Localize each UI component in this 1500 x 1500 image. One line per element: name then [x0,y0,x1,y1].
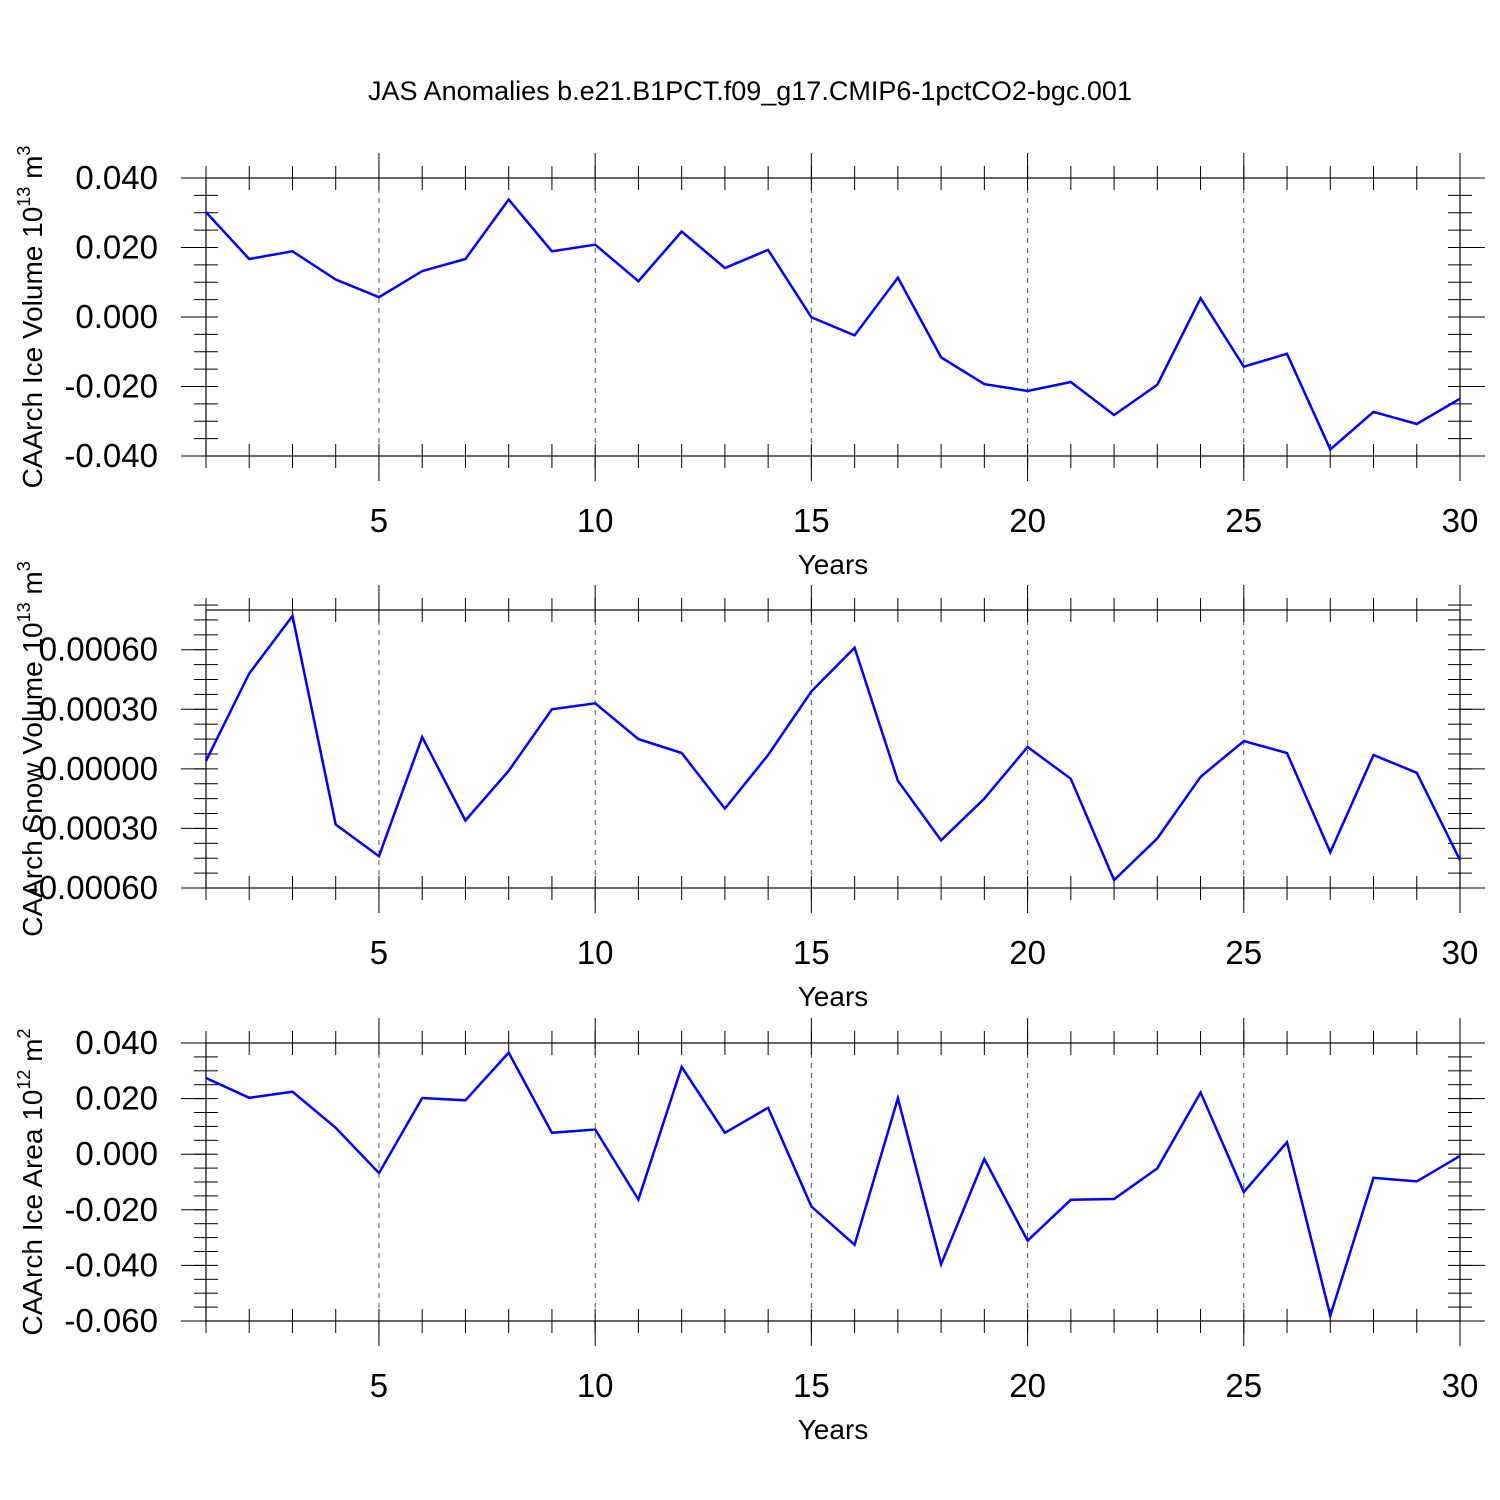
y-axis-title-unit-exponent: 2 [14,1028,34,1038]
figure-title: JAS Anomalies b.e21.B1PCT.f09_g17.CMIP6-… [368,76,1132,106]
y-tick-label: 0.040 [75,1024,158,1061]
x-tick-label: 30 [1442,1367,1479,1404]
y-tick-label: -0.00060 [28,869,158,906]
y-tick-label: -0.040 [64,1246,158,1283]
x-tick-label: 15 [793,1367,830,1404]
y-axis-title-exponent: 13 [14,187,34,207]
x-tick-label: 5 [370,934,388,971]
y-tick-label: 0.00060 [39,631,158,668]
x-tick-label: 20 [1009,1367,1046,1404]
x-tick-label: 5 [370,502,388,539]
x-tick-label: 20 [1009,934,1046,971]
y-axis-title-unit-exponent: 3 [14,561,34,571]
y-tick-label: -0.020 [64,368,158,405]
y-axis-title: CAArch Ice Volume 1013 m3 [14,146,48,489]
panel-ice-volume: -0.040 -0.020 0.000 0.020 0.040 5 10 15 20 25 30 Ye… [14,146,1485,580]
x-tick-label: 10 [577,934,614,971]
y-tick-label: -0.00030 [28,809,158,846]
y-tick-label: -0.020 [64,1191,158,1228]
y-axis-title-unit-exponent: 3 [14,146,34,156]
series-line [205,1050,1461,1321]
x-tick-label: 25 [1225,1367,1262,1404]
x-tick-label: 10 [577,502,614,539]
y-tick-label: 0.00030 [39,690,158,727]
y-axis-title-main: CAArch Ice Area 10 [17,1090,48,1336]
y-tick-label: 0.040 [75,159,158,196]
y-axis-title: CAArch Ice Area 1012 m2 [14,1028,48,1335]
y-axis-title-unit: m [17,156,48,187]
y-tick-label: 0.020 [75,1080,158,1117]
x-tick-label: 30 [1442,934,1479,971]
y-axis-title-exponent: 13 [14,602,34,622]
y-tick-label: -0.060 [64,1302,158,1339]
x-tick-label: 5 [370,1367,388,1404]
x-tick-label: 25 [1225,934,1262,971]
x-axis-title: Years [798,549,869,580]
x-tick-label: 20 [1009,502,1046,539]
x-axis-title: Years [798,981,869,1012]
x-tick-label: 30 [1442,502,1479,539]
y-axis-title-main: CAArch Snow Volume 10 [17,622,48,936]
y-tick-label: 0.000 [75,1135,158,1172]
plot-frame [205,1042,1461,1322]
x-tick-label: 10 [577,1367,614,1404]
y-tick-label: -0.040 [64,437,158,474]
panel-snow-volume: -0.00060 -0.00030 0.00000 0.00030 0.00060 5 10… [14,561,1485,1012]
plot-frame [205,609,1461,889]
x-axis-title: Years [798,1414,869,1445]
x-tick-label: 15 [793,934,830,971]
y-axis-title-unit: m [17,1038,48,1069]
y-tick-label: 0.00000 [39,750,158,787]
series-line [204,613,1462,883]
y-axis-title-unit: m [17,571,48,602]
y-axis-title-exponent: 12 [14,1070,34,1090]
x-tick-label: 25 [1225,502,1262,539]
series-line [205,197,1461,452]
y-axis-title: CAArch Snow Volume 1013 m3 [14,561,48,937]
y-axis-title-main: CAArch Ice Volume 10 [17,207,48,489]
x-tick-label: 15 [793,502,830,539]
y-tick-label: 0.000 [75,298,158,335]
y-tick-label: 0.020 [75,229,158,266]
panel-ice-area: -0.060 -0.040 -0.020 0.000 0.020 0.040 5 10 15 20… [14,1018,1485,1445]
plot-frame [205,177,1461,457]
